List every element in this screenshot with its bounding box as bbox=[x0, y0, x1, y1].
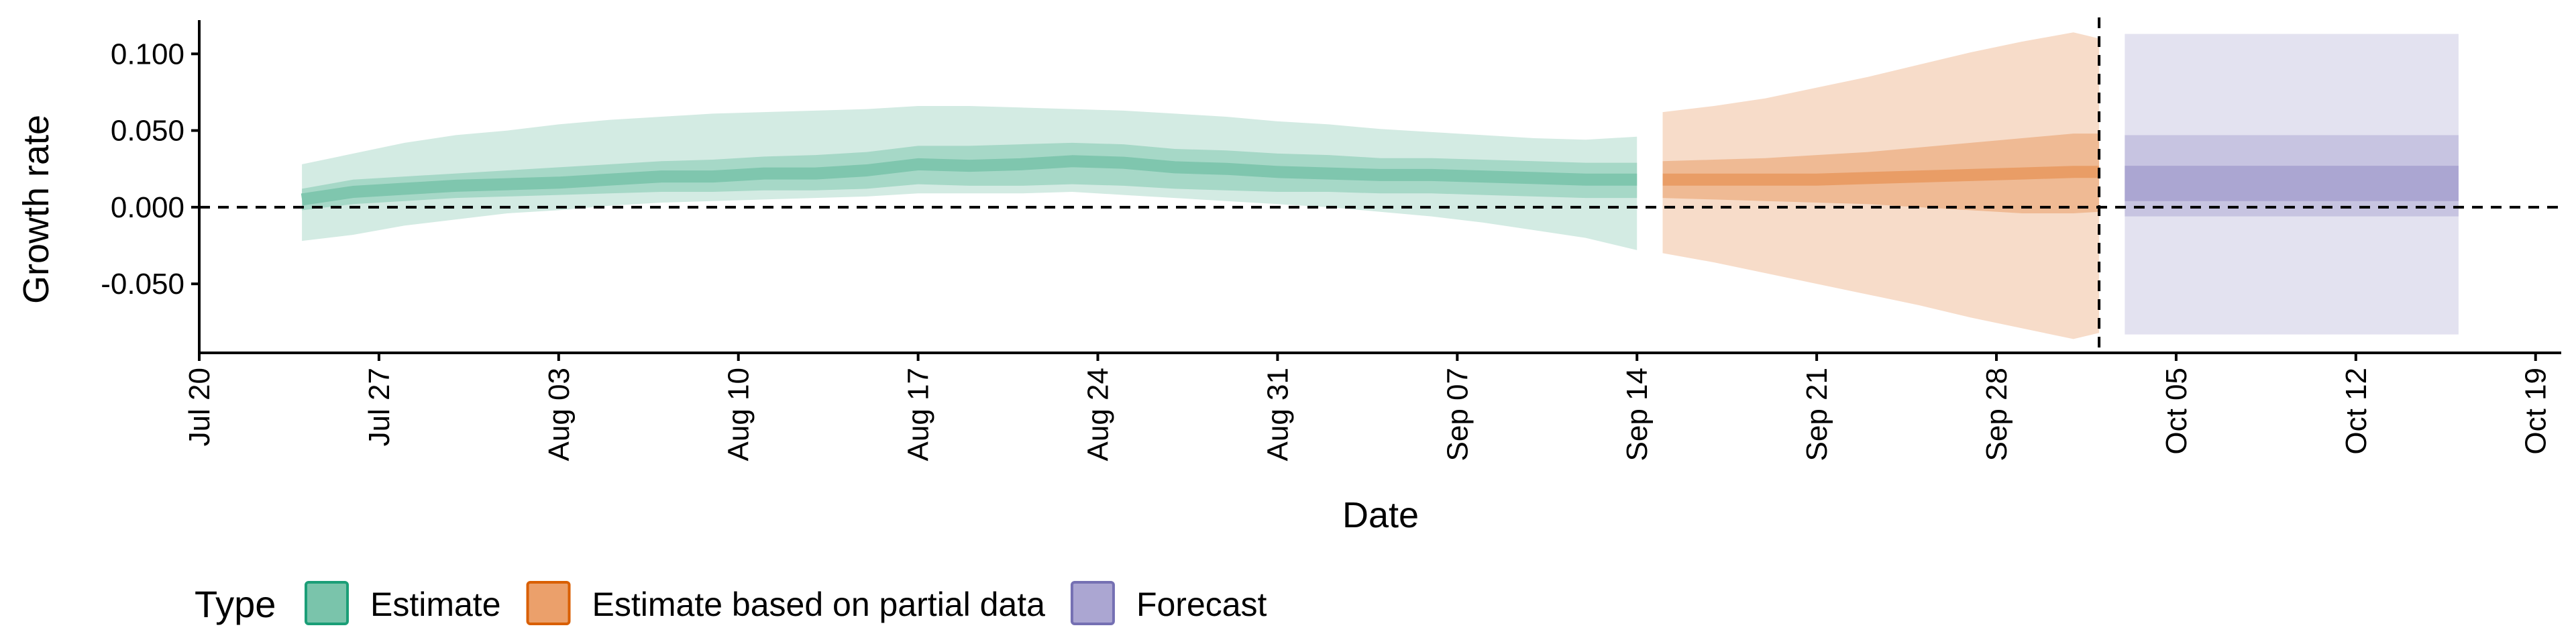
x-tick-label: Aug 24 bbox=[1082, 368, 1115, 461]
y-tick-label: 0.100 bbox=[111, 38, 184, 70]
x-tick-label: Aug 17 bbox=[902, 368, 935, 461]
y-tick-label: 0.000 bbox=[111, 191, 184, 224]
legend-label-forecast: Forecast bbox=[1136, 586, 1267, 623]
x-tick-label: Sep 28 bbox=[1980, 368, 2013, 461]
legend-swatch-estimate-based-on-partial-data bbox=[526, 581, 571, 625]
legend-label-estimate: Estimate bbox=[370, 586, 501, 623]
x-tick-label: Oct 19 bbox=[2520, 368, 2553, 455]
bands-layer bbox=[301, 32, 2459, 339]
x-tick-label: Oct 05 bbox=[2160, 368, 2193, 455]
x-tick-label: Sep 07 bbox=[1441, 368, 1474, 461]
estimate-based-on-partial-data-median-line bbox=[1662, 166, 2100, 186]
x-tick-label: Aug 10 bbox=[722, 368, 755, 461]
x-tick-label: Aug 31 bbox=[1261, 368, 1294, 461]
legend: Type Estimate Estimate based on partial d… bbox=[195, 581, 1267, 625]
x-axis-title: Date bbox=[1342, 495, 1419, 535]
legend-title: Type bbox=[195, 583, 276, 625]
y-tick-label: 0.050 bbox=[111, 115, 184, 148]
axes: 0.100 0.050 0.000 -0.050 Jul 20 Jul 27 Aug 03 A… bbox=[101, 20, 2561, 461]
x-tick-label: Oct 12 bbox=[2340, 368, 2373, 455]
x-tick-label: Aug 03 bbox=[543, 368, 576, 461]
x-tick-label: Jul 27 bbox=[363, 368, 396, 446]
x-tick-label: Jul 20 bbox=[183, 368, 216, 446]
estimate-median-line bbox=[301, 155, 1638, 206]
x-tick-label: Sep 21 bbox=[1801, 368, 1833, 461]
x-tick-label: Sep 14 bbox=[1621, 368, 1654, 461]
y-tick-label: -0.050 bbox=[101, 268, 184, 301]
legend-swatch-estimate bbox=[305, 581, 349, 625]
legend-swatch-forecast bbox=[1070, 581, 1115, 625]
y-axis-title: Growth rate bbox=[16, 115, 56, 304]
forecast-inner-band bbox=[2125, 166, 2459, 201]
legend-label-estimate-based-on-partial-data: Estimate based on partial data bbox=[592, 586, 1046, 623]
estimate-inner-band bbox=[302, 142, 1638, 211]
